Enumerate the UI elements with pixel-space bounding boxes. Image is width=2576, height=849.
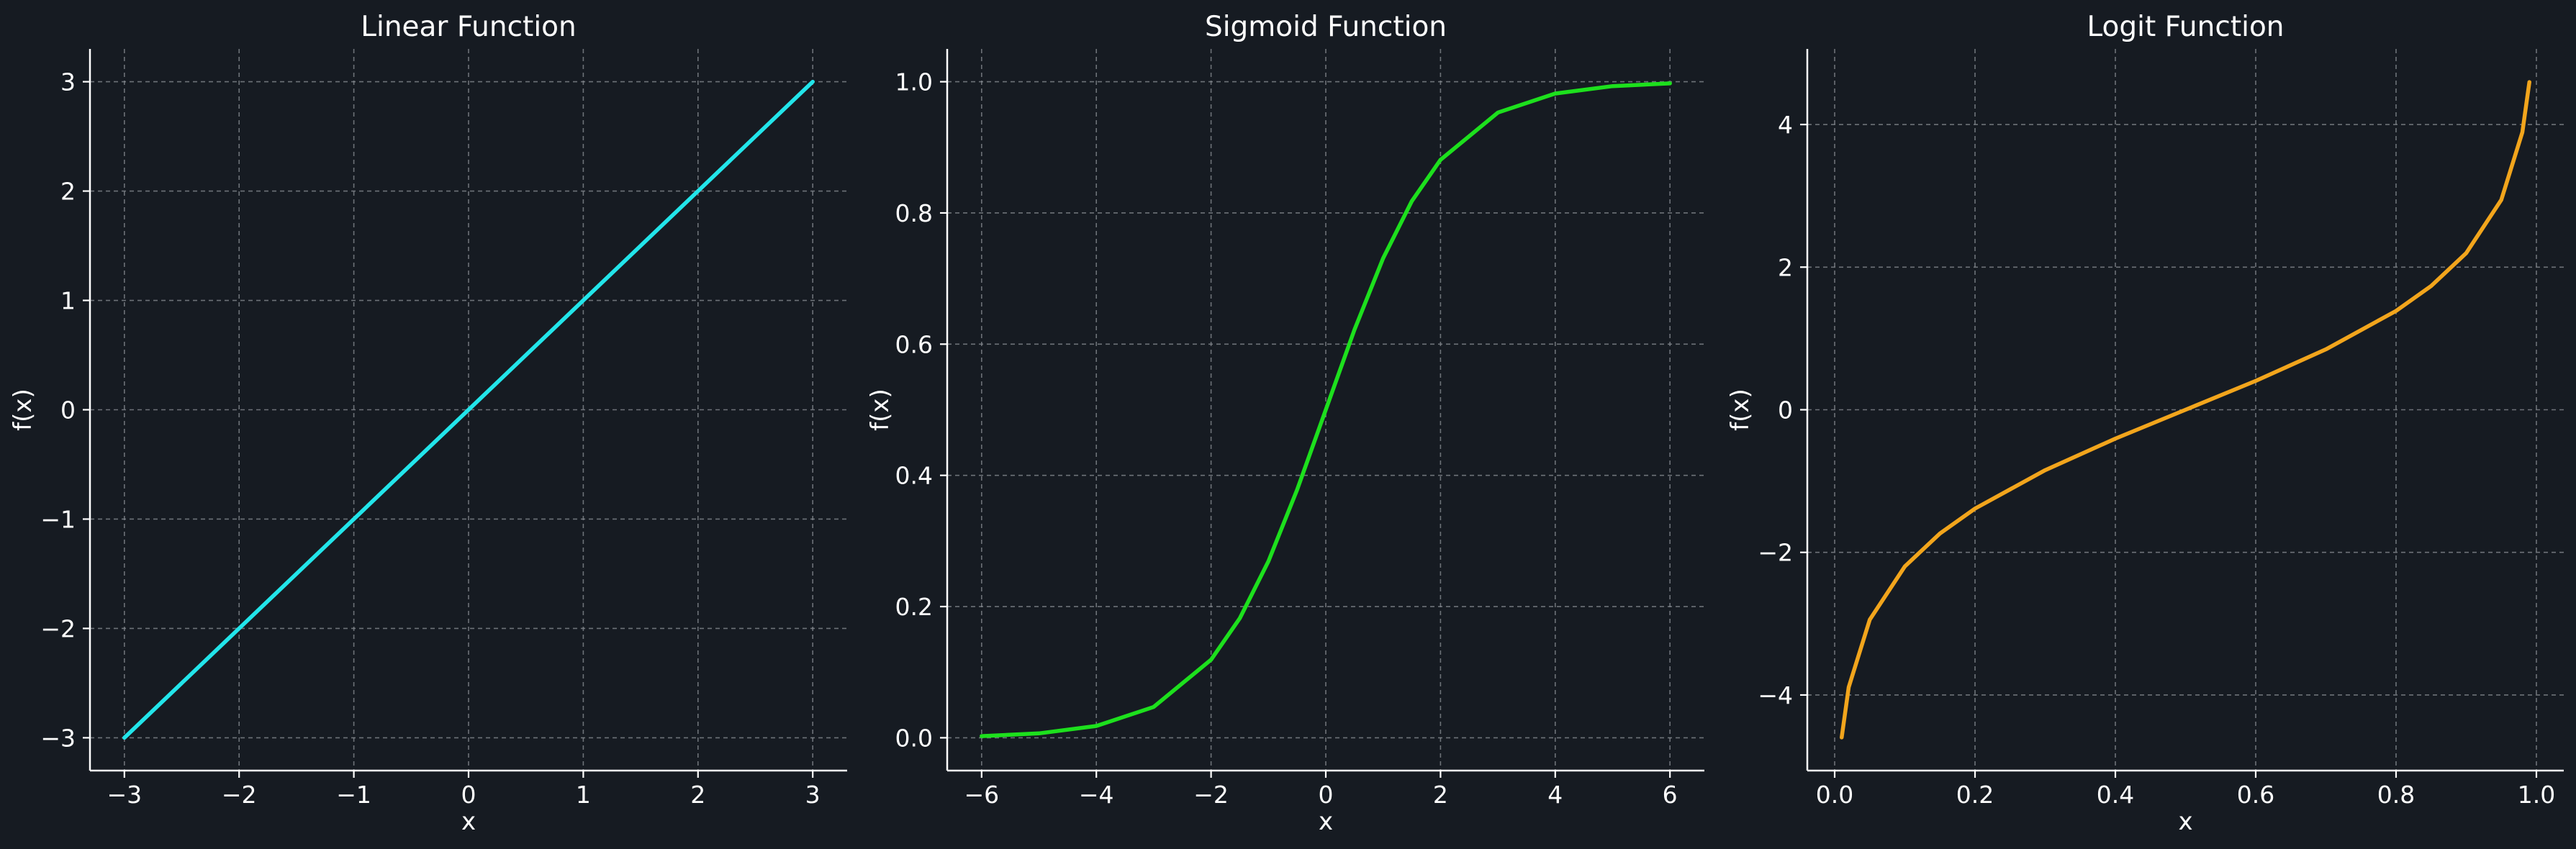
x-tick-label: 6	[1663, 781, 1678, 809]
y-tick-label: −2	[40, 614, 76, 643]
y-axis-label: f(x)	[1726, 389, 1755, 431]
x-tick-label: −4	[1079, 781, 1114, 809]
x-tick-label: 1	[576, 781, 591, 809]
chart-panel-1: −3 −2 −1 0 1 2 3 −3 −2 −1 0 1 2 3 Linear Function x f(x)	[9, 11, 847, 836]
x-axis-label: x	[1319, 807, 1333, 836]
y-tick-label: 1.0	[895, 68, 933, 96]
chart-panel-2: −6 −4 −2 0 2 4 6 0.0 0.2 0.4 0.6 0.8 1.0 Sigmoid Func…	[866, 11, 1704, 836]
y-tick-label: 0	[1778, 396, 1793, 424]
y-tick-label: 2	[60, 178, 76, 206]
series-line	[1840, 80, 2531, 740]
x-tick-label: 1.0	[2518, 781, 2555, 809]
x-axis-label: x	[461, 807, 476, 836]
x-tick-label: 0.4	[2097, 781, 2134, 809]
y-tick-label: −3	[40, 724, 76, 752]
x-tick-label: 3	[805, 781, 821, 809]
y-axis-label: f(x)	[866, 389, 895, 431]
chart-title: Sigmoid Function	[1205, 11, 1447, 43]
x-tick-label: −2	[1193, 781, 1229, 809]
series-line	[980, 81, 1672, 738]
grid	[90, 49, 847, 771]
x-tick-label: 4	[1547, 781, 1563, 809]
chart-title: Linear Function	[361, 11, 577, 43]
x-tick-label: 0	[461, 781, 476, 809]
x-axis-label: x	[2178, 807, 2192, 836]
x-tick-label: −1	[336, 781, 371, 809]
x-tick-label: 0.8	[2377, 781, 2415, 809]
y-tick-label: 0.0	[895, 724, 933, 752]
x-tick-label: 0.0	[1816, 781, 1853, 809]
y-tick-label: −1	[40, 505, 76, 533]
y-tick-label: 0.8	[895, 199, 933, 227]
y-tick-label: 0.2	[895, 593, 933, 621]
y-tick-label: 0.6	[895, 330, 933, 358]
y-tick-label: 3	[60, 68, 76, 96]
x-tick-label: 2	[1433, 781, 1448, 809]
y-tick-label: −2	[1758, 539, 1793, 567]
chart-panel-3: 0.0 0.2 0.4 0.6 0.8 1.0 −4 −2 0 2 4 Logit Function x…	[1726, 11, 2564, 836]
y-tick-label: 0	[60, 396, 76, 424]
grid	[1807, 49, 2564, 771]
y-tick-label: 2	[1778, 253, 1793, 281]
y-tick-label: 0.4	[895, 462, 933, 490]
x-tick-label: −2	[222, 781, 257, 809]
x-tick-label: 0.2	[1956, 781, 1994, 809]
x-tick-label: 0.6	[2237, 781, 2274, 809]
x-tick-label: −3	[107, 781, 142, 809]
x-tick-label: 0	[1319, 781, 1334, 809]
x-tick-label: −6	[964, 781, 999, 809]
y-tick-label: 1	[60, 287, 76, 315]
x-tick-label: 2	[690, 781, 705, 809]
y-tick-label: −4	[1758, 681, 1793, 709]
y-tick-label: 4	[1778, 111, 1793, 139]
grid	[947, 49, 1704, 771]
y-axis-label: f(x)	[9, 389, 37, 431]
series-line	[122, 79, 815, 740]
chart-title: Logit Function	[2087, 11, 2284, 43]
